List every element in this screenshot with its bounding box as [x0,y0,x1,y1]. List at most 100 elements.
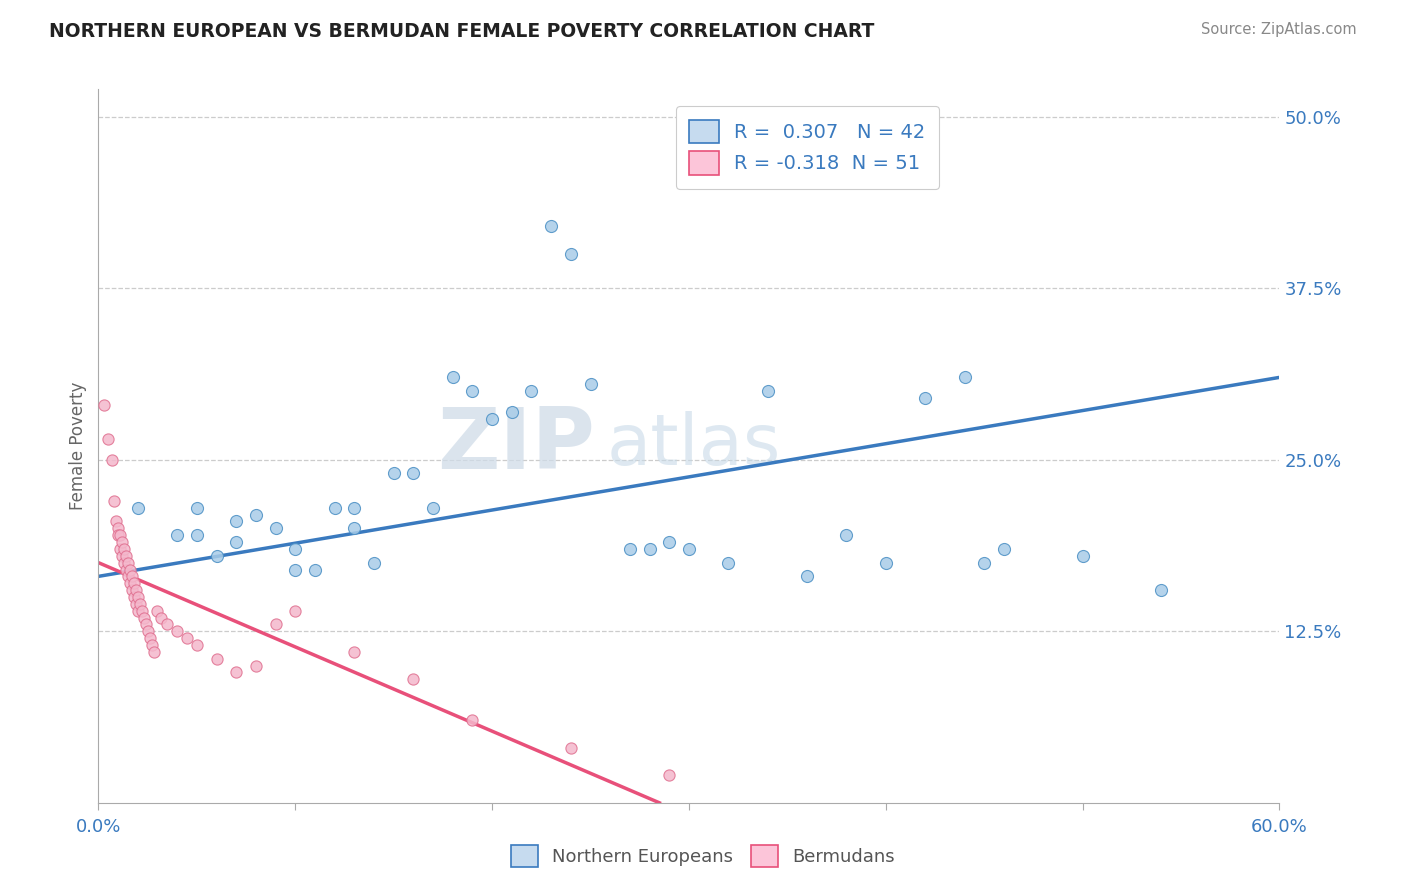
Point [141,638,163,652]
Point [138,631,160,645]
Point [150,610,173,624]
Point [107,528,129,542]
Point [402,673,425,687]
Point [422,500,444,515]
Point [323,500,346,515]
Point [245,658,267,673]
Point [142,645,165,659]
Point [117,556,139,570]
Point [284,604,307,618]
Legend: Northern Europeans, Bermudans: Northern Europeans, Bermudans [503,838,903,874]
Point [125,583,148,598]
Point [136,624,159,639]
Point [115,549,138,563]
Point [225,665,247,680]
Point [127,590,149,604]
Point [122,590,145,604]
Point [121,569,143,583]
Point [166,624,188,639]
Point [363,556,385,570]
Point [225,535,247,549]
Point [111,549,134,563]
Point [245,508,267,522]
Point [176,631,198,645]
Point [461,714,484,728]
Point [481,411,503,425]
Point [382,467,405,481]
Point [461,384,484,398]
Point [112,541,135,556]
Point [135,617,157,632]
Point [108,541,131,556]
Point [678,541,700,556]
Point [264,617,287,632]
Point [101,452,124,467]
Point [658,768,681,782]
Point [343,521,366,535]
Point [717,556,740,570]
Point [756,384,779,398]
Point [156,617,179,632]
Point [402,467,425,481]
Point [205,651,228,665]
Point [107,521,129,535]
Point [796,569,818,583]
Point [205,549,228,563]
Point [835,528,858,542]
Point [540,219,562,234]
Point [1150,583,1173,598]
Point [343,645,366,659]
Point [619,541,641,556]
Point [284,541,307,556]
Text: NORTHERN EUROPEAN VS BERMUDAN FEMALE POVERTY CORRELATION CHART: NORTHERN EUROPEAN VS BERMUDAN FEMALE POV… [49,22,875,41]
Point [560,740,582,755]
Point [264,521,287,535]
Legend: R =  0.307   N = 42, R = -0.318  N = 51: R = 0.307 N = 42, R = -0.318 N = 51 [676,106,939,188]
Point [953,370,976,384]
Point [225,515,247,529]
Point [122,576,145,591]
Point [121,583,143,598]
Point [112,556,135,570]
Point [284,562,307,576]
Point [579,377,602,392]
Point [186,500,208,515]
Point [166,528,188,542]
Point [103,494,125,508]
Text: atlas: atlas [606,411,780,481]
Point [111,535,134,549]
Point [1071,549,1094,563]
Point [146,604,169,618]
Point [108,528,131,542]
Point [304,562,326,576]
Point [125,597,148,611]
Point [501,405,523,419]
Point [118,562,141,576]
Point [127,604,149,618]
Point [93,398,115,412]
Point [441,370,464,384]
Text: ZIP: ZIP [437,404,595,488]
Point [186,638,208,652]
Point [638,541,661,556]
Point [115,562,138,576]
Point [128,597,150,611]
Point [186,528,208,542]
Point [105,515,128,529]
Point [875,556,897,570]
Y-axis label: Female Poverty: Female Poverty [69,382,87,510]
Point [97,432,120,446]
Point [127,500,149,515]
Point [993,541,1015,556]
Point [117,569,139,583]
Point [658,535,681,549]
Point [118,576,141,591]
Point [132,610,155,624]
Point [560,247,582,261]
Point [973,556,995,570]
Point [914,391,936,405]
Point [520,384,543,398]
Point [131,604,153,618]
Text: Source: ZipAtlas.com: Source: ZipAtlas.com [1201,22,1357,37]
Point [343,500,366,515]
